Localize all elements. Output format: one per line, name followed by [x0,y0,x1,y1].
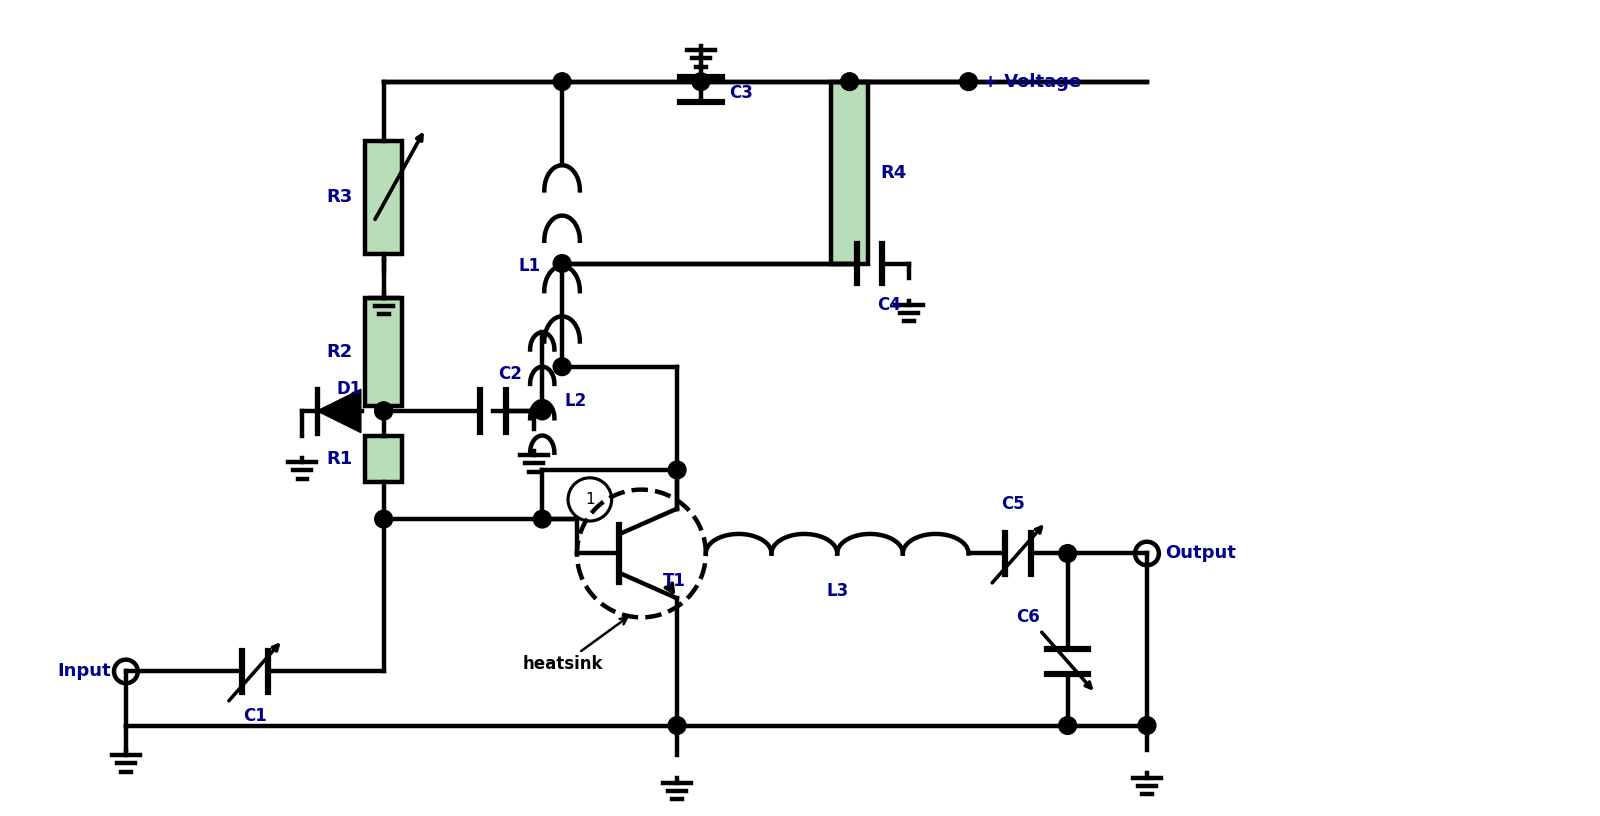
Text: R4: R4 [880,163,907,182]
Circle shape [533,402,550,419]
Text: Input: Input [58,663,110,681]
Circle shape [691,73,710,91]
Text: + Voltage: + Voltage [984,73,1082,91]
FancyBboxPatch shape [365,436,403,481]
Text: R3: R3 [326,188,354,206]
Circle shape [960,73,978,91]
Circle shape [374,402,392,419]
Circle shape [554,358,571,375]
Text: C2: C2 [498,365,522,383]
Circle shape [1059,716,1077,734]
Text: T1: T1 [662,572,686,590]
Text: heatsink: heatsink [523,618,627,673]
Text: C3: C3 [728,84,752,103]
Text: C4: C4 [877,295,901,314]
Text: R1: R1 [326,450,354,468]
Circle shape [554,73,571,91]
Circle shape [1059,544,1077,562]
Circle shape [374,402,392,419]
Text: D1: D1 [336,380,362,398]
Text: Output: Output [1165,544,1235,562]
Circle shape [840,73,859,91]
Text: C6: C6 [1016,609,1040,627]
Text: 1: 1 [586,492,595,507]
FancyBboxPatch shape [365,298,403,406]
Text: C5: C5 [1002,495,1026,513]
Circle shape [533,510,550,528]
Circle shape [669,461,686,479]
Circle shape [554,255,571,273]
Text: L2: L2 [565,392,586,410]
Text: R2: R2 [326,343,354,361]
FancyBboxPatch shape [830,82,869,264]
Circle shape [1138,716,1155,734]
FancyBboxPatch shape [365,140,403,254]
Polygon shape [317,389,362,432]
Text: C1: C1 [243,707,267,725]
Circle shape [374,510,392,528]
Circle shape [669,716,686,734]
Text: L3: L3 [826,582,848,600]
Text: L1: L1 [518,257,541,275]
